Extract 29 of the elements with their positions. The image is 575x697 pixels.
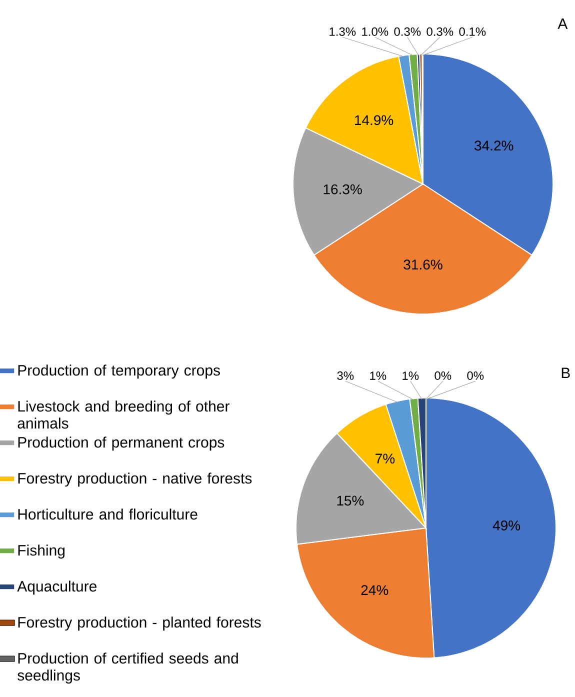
data-label: 1.0%	[362, 27, 388, 36]
data-label: 0.1%	[459, 27, 486, 36]
text: 0%	[467, 371, 484, 380]
data-label: 15%	[337, 496, 364, 506]
chart-title: B	[562, 368, 570, 378]
data-label: 34.2%	[474, 140, 514, 151]
data-label: 0.3%	[426, 27, 454, 36]
legend-label: Horticulture and floriculture	[18, 508, 198, 520]
data-label: 49%	[492, 520, 520, 530]
legend-label: Livestock and breeding of other animals	[18, 400, 230, 429]
data-label: 16.3%	[324, 184, 362, 194]
data-label: 1.3%	[330, 27, 356, 36]
legend-label: Production of permanent crops	[18, 436, 224, 451]
legend-label: Forestry production - planted forests	[18, 616, 261, 631]
data-label: 0.3%	[394, 27, 421, 36]
data-label: 1%	[370, 372, 386, 380]
data-label: 14.9%	[355, 115, 394, 126]
legend-label: Production of temporary crops	[18, 364, 220, 379]
data-label: 7%	[376, 454, 395, 464]
data-label: 3%	[337, 371, 354, 380]
data-label: 24%	[361, 585, 388, 596]
legend-label: Production of certified seeds and seedlings	[18, 652, 238, 684]
legend-label: Forestry production - native forests	[18, 472, 252, 487]
legend-label: Fishing	[18, 544, 65, 559]
data-label: 1%	[402, 372, 419, 380]
data-label: 31.6%	[404, 260, 442, 270]
chart-title: A	[558, 18, 568, 29]
legend-label: Aquaculture	[17, 580, 96, 595]
text: 0%	[434, 371, 452, 380]
